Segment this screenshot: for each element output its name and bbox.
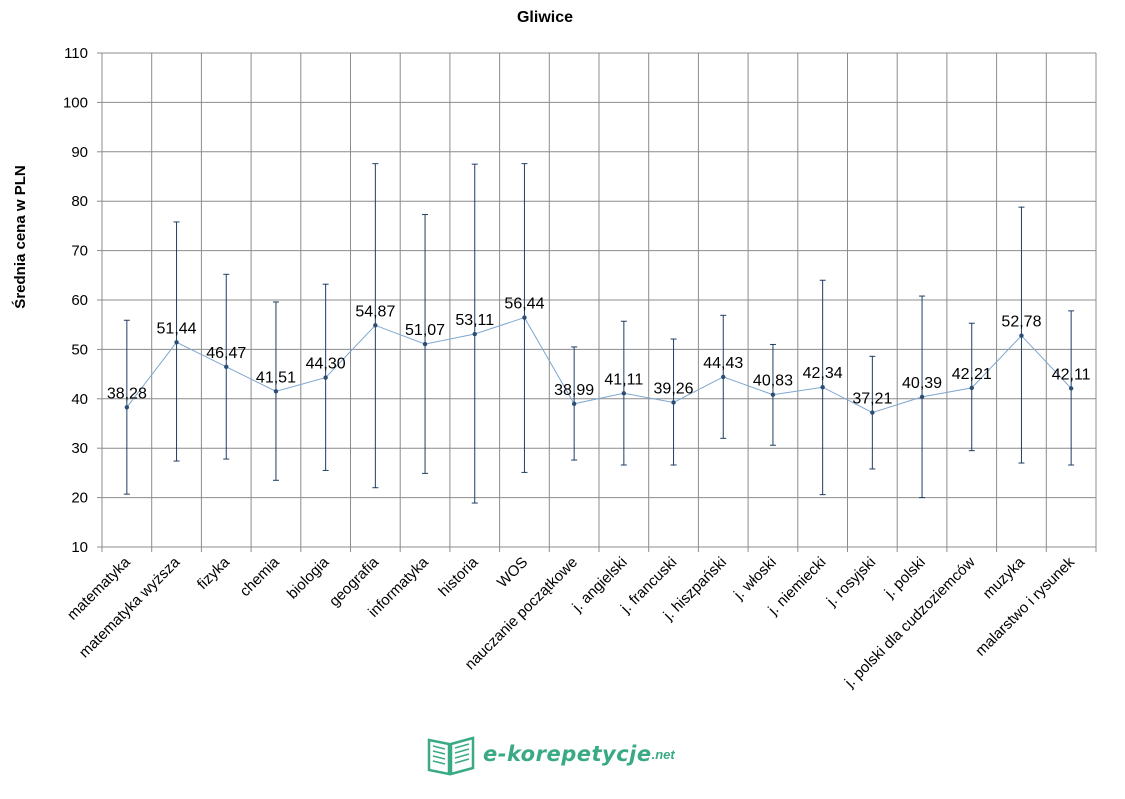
y-tick-label: 80 (71, 193, 88, 210)
data-point (472, 331, 477, 337)
data-point (273, 389, 279, 394)
data-point (820, 385, 825, 390)
logo-text: e-korepetycje (483, 742, 652, 766)
data-point (174, 340, 179, 345)
book-icon (427, 736, 475, 776)
data-point (671, 400, 676, 405)
x-tick-label: WOS (494, 554, 531, 591)
x-tick-label: malarstwo i rysunek (972, 553, 1078, 659)
data-labels: 38,28 51,44 46,47 41,51 44,30 54,87 51,07 53,11… (107, 296, 1091, 408)
data-label: 52,78 (1001, 314, 1041, 331)
axes (97, 52, 1097, 552)
data-label: 41,51 (256, 369, 296, 386)
x-tick-label: chemia (237, 553, 284, 600)
data-point (919, 394, 925, 400)
data-label: 42,11 (1052, 366, 1091, 383)
data-label: 51,07 (405, 322, 445, 339)
y-axis-label: Średnia cena w PLN (11, 165, 29, 308)
data-label: 39,26 (654, 380, 694, 397)
x-tick-label: biologia (284, 553, 333, 602)
data-label: 44,30 (306, 356, 346, 373)
data-label: 54,87 (355, 303, 395, 320)
data-label: 42,21 (952, 366, 992, 383)
gridlines (101, 52, 1097, 548)
data-point (373, 323, 378, 328)
x-tick-label: muzyka (980, 553, 1029, 602)
chart-title: Gliwice (517, 9, 573, 26)
y-tick-label: 90 (71, 144, 88, 161)
y-tick-label: 40 (71, 391, 88, 408)
data-points (124, 315, 1074, 415)
data-point (1019, 333, 1024, 338)
data-label: 46,47 (206, 345, 246, 362)
data-point (969, 385, 974, 391)
data-label: 41,11 (604, 371, 643, 388)
x-tick-label: j. rosyjski (823, 554, 879, 610)
data-point (770, 392, 776, 397)
data-point (1068, 386, 1074, 391)
x-tick-label: historia (435, 553, 482, 600)
logo-suffix: .net (651, 746, 675, 762)
y-tick-label: 70 (71, 243, 88, 260)
data-label: 37,21 (852, 391, 892, 408)
y-tick-label: 110 (64, 45, 88, 62)
x-tick-label: fizyka (194, 553, 234, 593)
series-line-path (126, 316, 1072, 414)
y-tick-label: 100 (63, 94, 88, 111)
y-tick-labels: 10 20 30 40 50 60 70 80 90 100 110 (63, 45, 88, 556)
data-point (571, 401, 577, 406)
y-tick-label: 20 (71, 490, 88, 507)
data-point (124, 405, 130, 410)
x-tick-label: j. włoski (730, 554, 780, 604)
x-tick-label: j. polski (881, 554, 929, 602)
data-label: 40,39 (902, 375, 942, 392)
data-label: 44,43 (703, 355, 743, 372)
logo: e-korepetycje .net (425, 732, 675, 776)
data-point (621, 391, 627, 396)
data-label: 38,28 (107, 385, 147, 402)
data-label: 42,34 (803, 365, 843, 382)
data-point (323, 375, 328, 380)
y-tick-label: 30 (71, 440, 88, 457)
data-point (224, 364, 229, 370)
data-label: 40,83 (753, 373, 793, 390)
y-tick-label: 50 (71, 341, 88, 358)
data-point (870, 410, 875, 415)
data-point (721, 374, 726, 380)
data-label: 51,44 (157, 320, 197, 337)
data-point (522, 315, 527, 320)
data-label: 53,11 (455, 312, 494, 329)
y-tick-label: 60 (71, 292, 88, 309)
data-label: 56,44 (504, 296, 544, 313)
data-point (422, 341, 428, 347)
series-line (126, 316, 1072, 414)
data-label: 38,99 (554, 382, 594, 399)
y-tick-label: 10 (71, 539, 88, 556)
